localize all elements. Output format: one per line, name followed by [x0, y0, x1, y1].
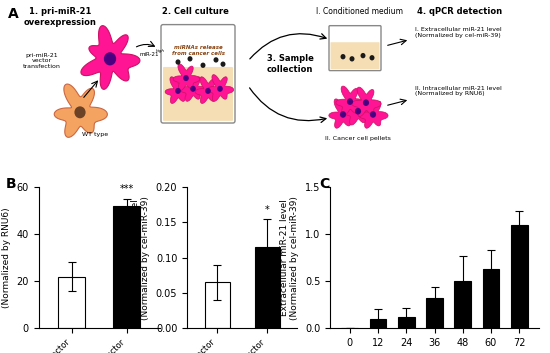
Text: ***: ***	[119, 184, 134, 194]
Polygon shape	[173, 64, 200, 91]
FancyBboxPatch shape	[329, 26, 381, 71]
Circle shape	[363, 100, 369, 106]
Text: II. Intracellular miR-21 level
(Normalized by RNU6): II. Intracellular miR-21 level (Normaliz…	[415, 85, 502, 96]
FancyBboxPatch shape	[161, 25, 235, 123]
Circle shape	[340, 111, 346, 118]
Bar	[398, 317, 415, 328]
Circle shape	[74, 106, 86, 118]
Bar	[58, 276, 85, 328]
Bar	[255, 247, 279, 328]
Circle shape	[205, 88, 211, 94]
Polygon shape	[336, 86, 365, 115]
Circle shape	[175, 59, 180, 65]
Polygon shape	[81, 26, 140, 89]
Circle shape	[190, 86, 196, 92]
Text: pri-miR-21
vector
transfection: pri-miR-21 vector transfection	[23, 53, 61, 69]
FancyBboxPatch shape	[331, 42, 380, 69]
Circle shape	[347, 98, 353, 105]
Circle shape	[349, 56, 355, 61]
Text: WT type: WT type	[82, 132, 108, 137]
FancyBboxPatch shape	[163, 67, 233, 121]
Bar	[370, 319, 387, 328]
Polygon shape	[180, 74, 207, 101]
Text: 3. Sample
collection: 3. Sample collection	[267, 54, 314, 74]
Circle shape	[104, 52, 116, 65]
Circle shape	[370, 55, 375, 60]
Text: 1. pri-miR-21
overexpression: 1. pri-miR-21 overexpression	[24, 7, 96, 27]
Polygon shape	[165, 77, 192, 103]
Polygon shape	[344, 96, 373, 125]
Text: *: *	[265, 205, 270, 215]
Y-axis label: Intracellular miR-21 level
(Normalized by RNU6): Intracellular miR-21 level (Normalized b…	[0, 201, 11, 315]
Circle shape	[360, 53, 366, 58]
Circle shape	[221, 61, 225, 67]
Text: 4. qPCR detection: 4. qPCR detection	[417, 7, 503, 17]
Bar	[113, 206, 140, 328]
Text: I. Conditioned medium: I. Conditioned medium	[316, 7, 404, 17]
Polygon shape	[207, 74, 234, 101]
Polygon shape	[54, 84, 107, 137]
Bar	[205, 282, 229, 328]
Bar	[482, 269, 499, 328]
Circle shape	[213, 57, 218, 62]
Bar	[511, 225, 527, 328]
Polygon shape	[359, 99, 388, 128]
Text: high: high	[156, 49, 165, 53]
Text: C: C	[319, 176, 329, 191]
Polygon shape	[329, 99, 358, 128]
Text: miR-21: miR-21	[140, 52, 160, 57]
Circle shape	[217, 86, 223, 92]
Circle shape	[188, 56, 192, 61]
Circle shape	[201, 62, 206, 68]
Circle shape	[183, 75, 189, 81]
Polygon shape	[352, 87, 381, 116]
Y-axis label: Extracellular miR-21 level
(Normalized by cel-miR-39): Extracellular miR-21 level (Normalized b…	[131, 196, 150, 319]
Circle shape	[370, 111, 376, 118]
Bar	[426, 298, 443, 328]
Text: I. Extracellular miR-21 level
(Normalized by cel-miR-39): I. Extracellular miR-21 level (Normalize…	[415, 27, 502, 37]
Polygon shape	[195, 77, 222, 103]
Circle shape	[175, 88, 181, 94]
Bar	[454, 281, 471, 328]
Text: II. Cancer cell pellets: II. Cancer cell pellets	[325, 136, 391, 141]
Circle shape	[340, 54, 345, 59]
Y-axis label: Extracellular miR-21 level
(Normalized by cel-miR-39): Extracellular miR-21 level (Normalized b…	[280, 196, 299, 319]
Circle shape	[355, 108, 361, 114]
Text: A: A	[8, 7, 19, 22]
Text: miRNAs release
from cancer cells: miRNAs release from cancer cells	[172, 45, 224, 56]
Text: B: B	[6, 176, 16, 191]
Text: 2. Cell culture: 2. Cell culture	[162, 7, 228, 17]
